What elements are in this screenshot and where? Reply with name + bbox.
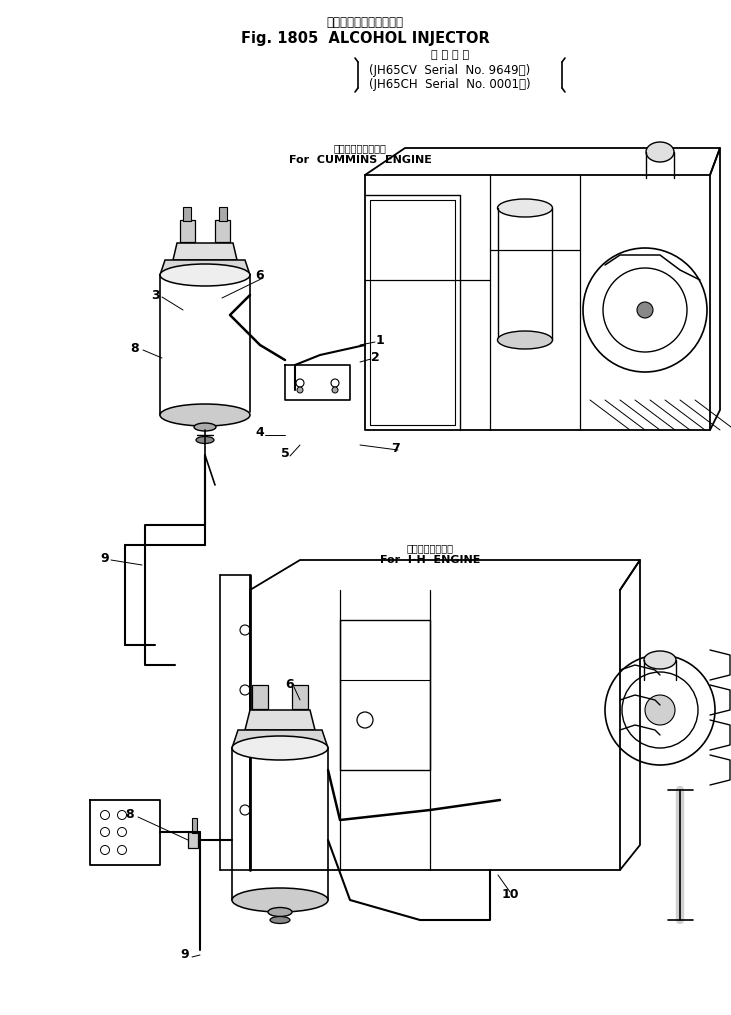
Bar — [180, 220, 195, 242]
Ellipse shape — [268, 907, 292, 917]
Ellipse shape — [232, 736, 328, 760]
Text: 3: 3 — [151, 288, 159, 301]
Ellipse shape — [270, 917, 290, 924]
Ellipse shape — [498, 199, 553, 217]
Text: アルコールインジェクタ: アルコールインジェクタ — [327, 15, 404, 28]
Ellipse shape — [232, 888, 328, 912]
Bar — [292, 685, 308, 709]
Text: 適 用 号 機: 適 用 号 機 — [431, 50, 469, 60]
Polygon shape — [173, 243, 237, 260]
Text: 10: 10 — [501, 888, 519, 901]
Text: 7: 7 — [390, 442, 399, 455]
Text: Fig. 1805  ALCOHOL INJECTOR: Fig. 1805 ALCOHOL INJECTOR — [240, 30, 489, 46]
Text: 8: 8 — [126, 809, 135, 821]
Bar — [188, 832, 198, 848]
Ellipse shape — [160, 264, 250, 286]
Text: 9: 9 — [101, 551, 110, 564]
Text: (JH65CV  Serial  No. 9649～): (JH65CV Serial No. 9649～) — [369, 64, 531, 76]
Text: 1: 1 — [376, 334, 385, 346]
Text: 6: 6 — [286, 678, 295, 691]
Polygon shape — [232, 730, 328, 748]
Text: カミンズエンジン用: カミンズエンジン用 — [333, 143, 387, 153]
Text: 2: 2 — [371, 350, 379, 363]
Text: (JH65CH  Serial  No. 0001～): (JH65CH Serial No. 0001～) — [369, 77, 531, 90]
Text: 5: 5 — [281, 447, 289, 460]
Polygon shape — [245, 710, 315, 730]
Circle shape — [637, 302, 653, 318]
Text: インタエンジン用: インタエンジン用 — [406, 543, 453, 553]
Text: For  I-H  ENGINE: For I-H ENGINE — [380, 555, 480, 565]
Bar — [219, 207, 227, 221]
Ellipse shape — [644, 651, 676, 669]
Ellipse shape — [194, 423, 216, 431]
Text: 9: 9 — [181, 948, 189, 961]
Circle shape — [297, 387, 303, 393]
Bar — [252, 685, 268, 709]
Text: 8: 8 — [131, 341, 140, 354]
Ellipse shape — [646, 142, 674, 162]
Bar — [215, 220, 230, 242]
Ellipse shape — [160, 404, 250, 426]
Ellipse shape — [196, 436, 214, 444]
Text: 4: 4 — [256, 425, 265, 438]
Polygon shape — [160, 260, 250, 275]
Ellipse shape — [498, 331, 553, 349]
Circle shape — [332, 387, 338, 393]
Bar — [183, 207, 191, 221]
Circle shape — [645, 695, 675, 725]
Bar — [192, 818, 197, 833]
Text: 6: 6 — [256, 269, 265, 281]
Text: For  CUMMINS  ENGINE: For CUMMINS ENGINE — [289, 155, 431, 165]
